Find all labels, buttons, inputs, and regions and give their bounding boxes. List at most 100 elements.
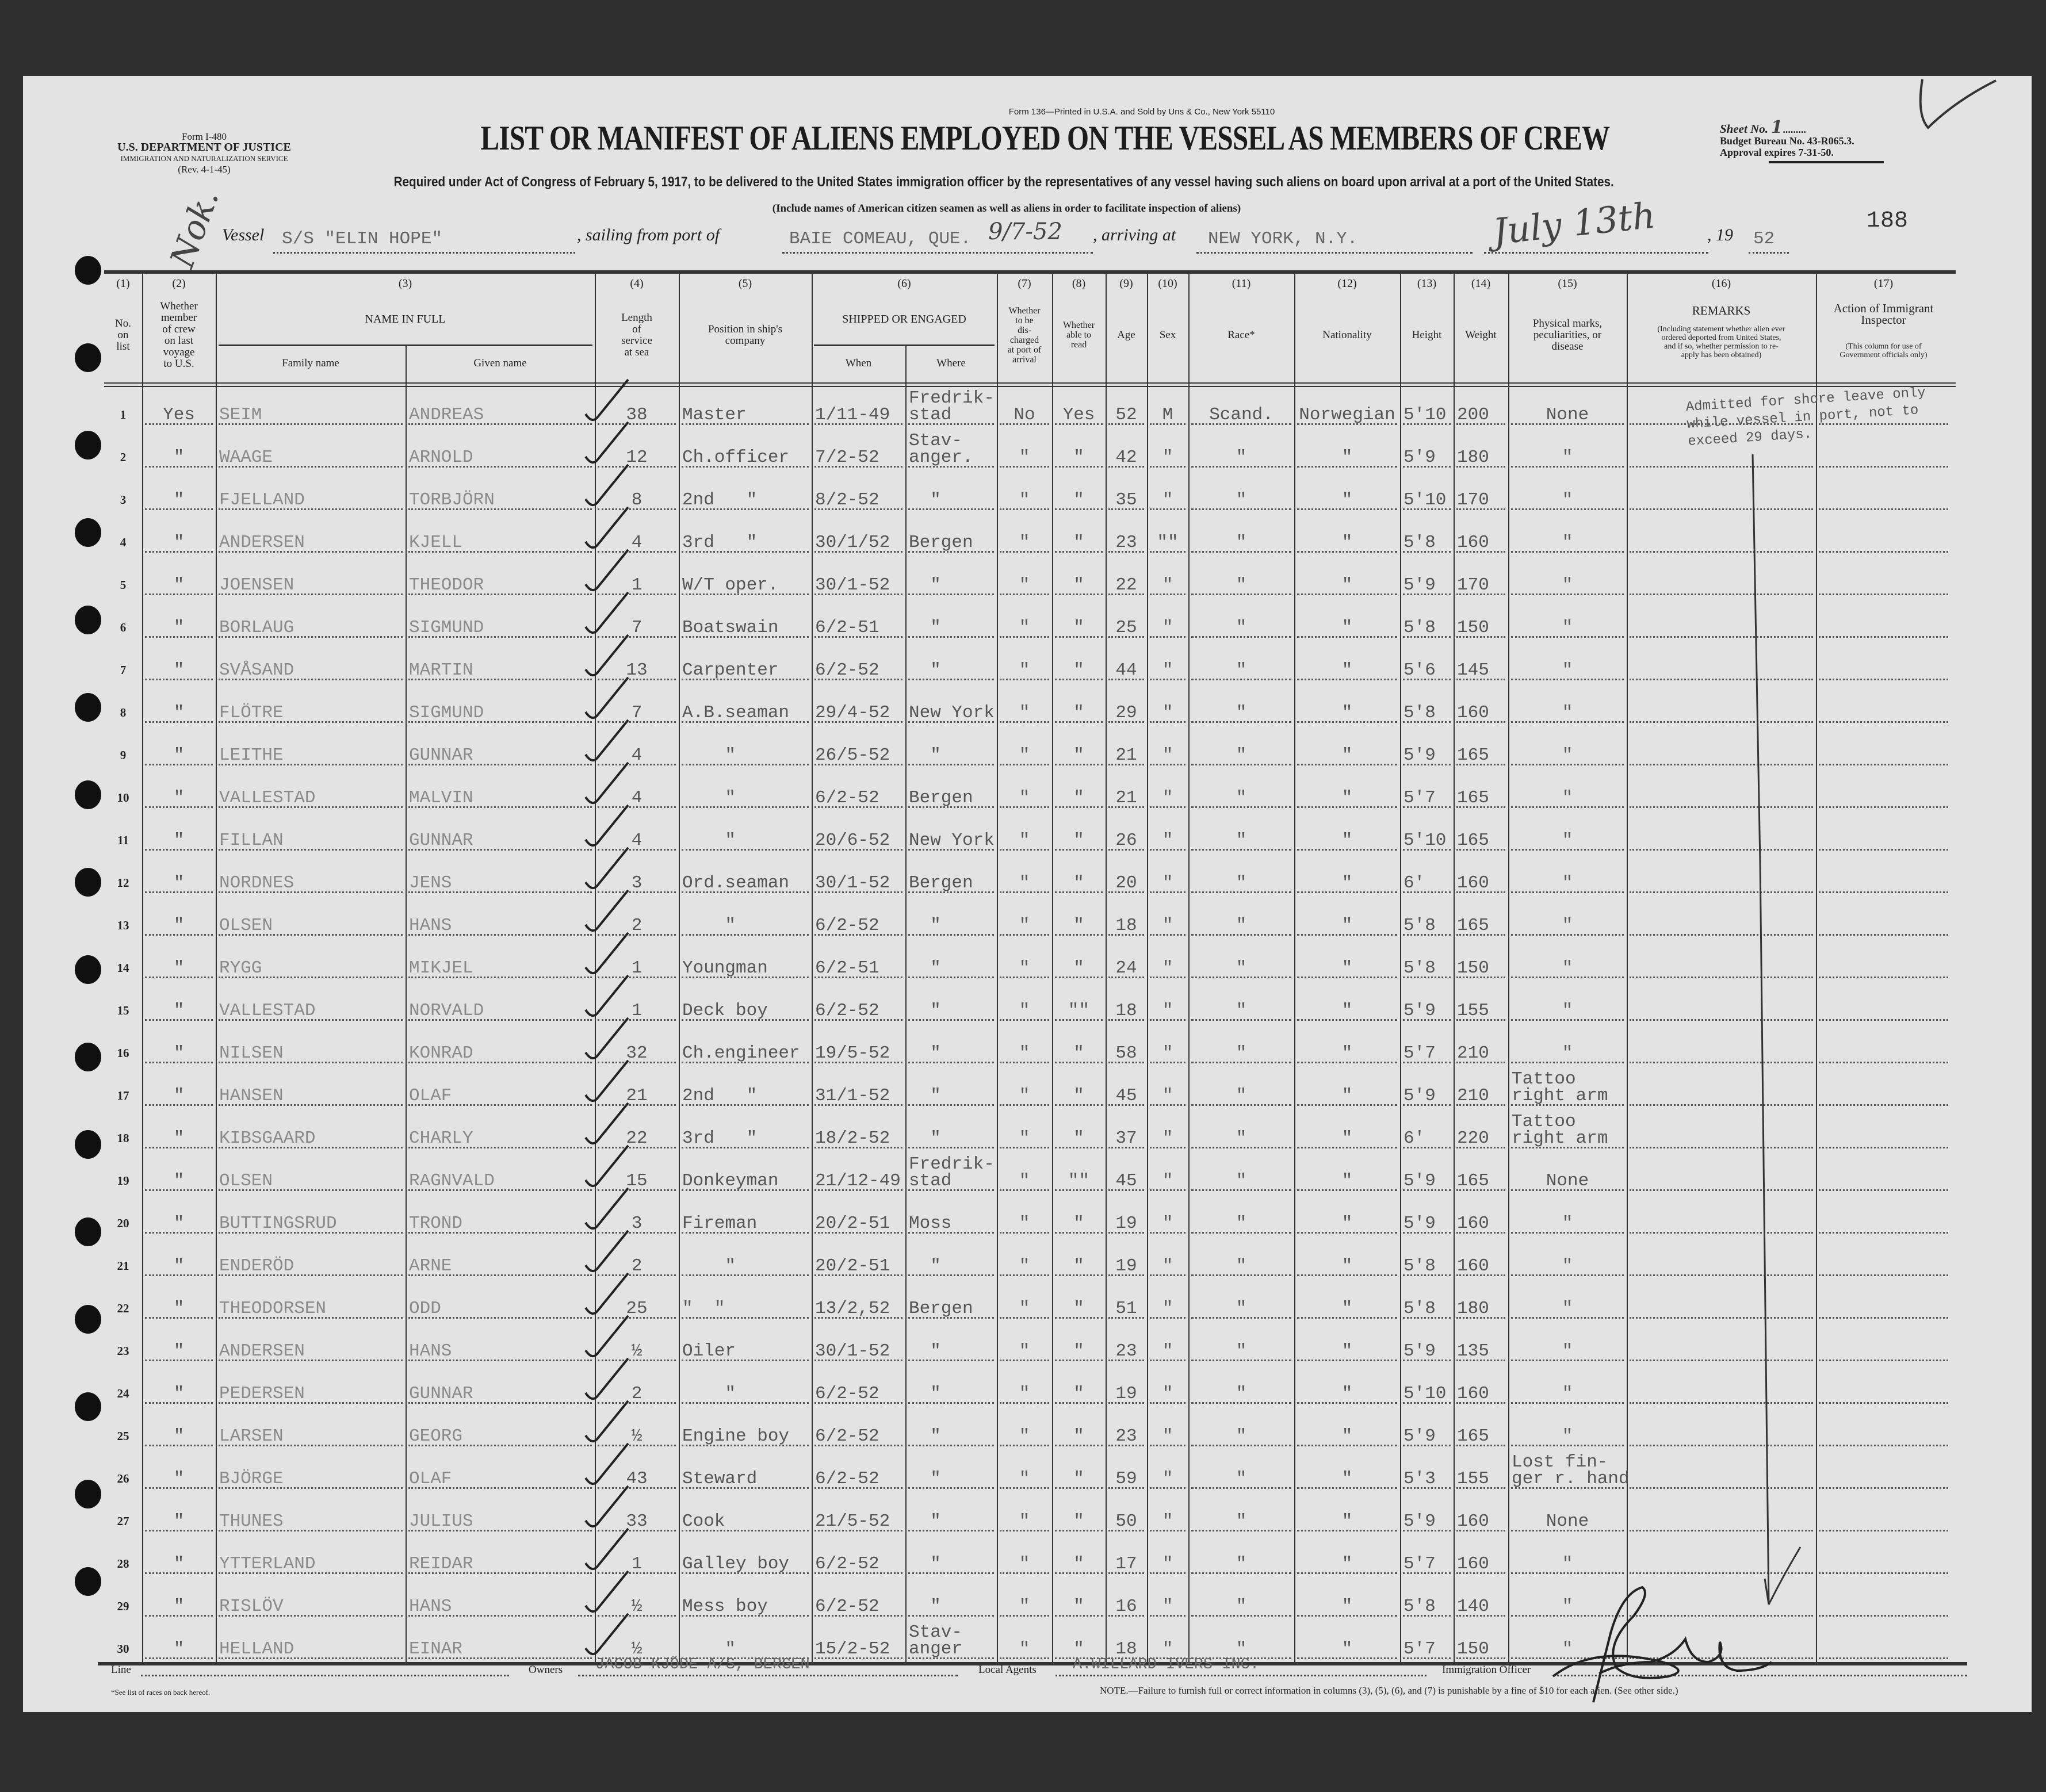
row-rule — [598, 423, 676, 425]
row-rule — [1191, 1360, 1291, 1361]
row-rule — [1403, 1274, 1451, 1276]
position: Youngman — [682, 958, 768, 978]
position: " — [682, 788, 736, 808]
tick-mark — [584, 464, 629, 506]
row-rule — [1456, 1530, 1505, 1531]
row-rule — [1055, 636, 1103, 638]
physical-marks: " — [1562, 1299, 1573, 1319]
sailing-dots — [782, 252, 1093, 254]
column-subheader: Family name — [282, 357, 339, 369]
punch-hole — [75, 1043, 101, 1071]
height: 5'8 — [1403, 618, 1436, 638]
sex: " — [1162, 1171, 1173, 1191]
physical-marks: " — [1562, 447, 1573, 468]
row-rule — [908, 1360, 994, 1361]
column-subheader: Given name — [473, 357, 527, 369]
weight: 145 — [1457, 660, 1489, 680]
column-rule — [1400, 270, 1401, 1662]
service-length: 3 — [631, 1213, 643, 1234]
physical-marks: None — [1546, 1511, 1589, 1531]
service-length: 43 — [626, 1469, 648, 1489]
row-rule — [1150, 934, 1185, 936]
row-rule — [1630, 1274, 1813, 1276]
weight: 165 — [1457, 788, 1489, 808]
tick-mark — [584, 1613, 629, 1655]
tick-mark — [584, 1315, 629, 1357]
nationality: " — [1341, 1086, 1353, 1106]
family-name: SVÅSAND — [219, 660, 295, 680]
row-rule — [1000, 1019, 1049, 1021]
row-rule — [1819, 1062, 1948, 1063]
row-rule — [1150, 1104, 1185, 1106]
discharged: " — [1019, 830, 1030, 851]
row-rule — [682, 551, 809, 553]
race: " — [1236, 1511, 1247, 1531]
row-rule — [1150, 423, 1185, 425]
row-rule — [219, 1487, 403, 1489]
row-rule — [908, 679, 994, 680]
row-rule — [1191, 1232, 1291, 1234]
race: " — [1236, 703, 1247, 723]
column-header: Height — [1412, 328, 1442, 341]
row-rule — [408, 1189, 592, 1191]
line-number: 22 — [117, 1301, 129, 1315]
punch-hole — [75, 1392, 101, 1421]
family-name: SEIM — [219, 405, 262, 425]
row-rule — [219, 1104, 403, 1106]
row-rule — [1150, 1274, 1185, 1276]
row-rule — [1819, 849, 1948, 851]
vessel-label: Vessel — [222, 225, 265, 244]
shipped-when: 21/5-52 — [815, 1511, 890, 1531]
row-rule — [1456, 593, 1505, 595]
position: " — [682, 1256, 736, 1276]
row-rule — [219, 934, 403, 936]
punch-hole — [75, 431, 101, 460]
physical-marks: Tattoo right arm — [1512, 1069, 1608, 1106]
page-number: 188 — [1867, 208, 1909, 234]
weight: 160 — [1457, 1384, 1489, 1404]
weight: 150 — [1457, 958, 1489, 978]
row-rule — [1297, 1360, 1397, 1361]
row-rule — [814, 1232, 902, 1234]
row-rule — [598, 1445, 676, 1446]
shipped-when: 6/2-52 — [815, 1384, 879, 1404]
row-rule — [145, 1615, 213, 1617]
row-rule — [1000, 1572, 1049, 1574]
row-rule — [1191, 1104, 1291, 1106]
row-rule — [219, 1530, 403, 1531]
shipped-where: " — [909, 660, 941, 680]
row-rule — [1511, 849, 1624, 851]
row-rule — [682, 1360, 809, 1361]
given-name: OLAF — [409, 1086, 452, 1106]
able-to-read: " — [1073, 1299, 1084, 1319]
row-rule — [1150, 1487, 1185, 1489]
age: 17 — [1115, 1554, 1137, 1574]
column-header: Physical marks, peculiarities, or diseas… — [1532, 317, 1603, 353]
row-rule — [1456, 934, 1505, 936]
row-rule — [1630, 466, 1813, 468]
given-name: GUNNAR — [409, 1384, 473, 1404]
shipped-when: 6/2-52 — [815, 1426, 879, 1446]
given-name: OLAF — [409, 1469, 452, 1489]
row-rule — [145, 977, 213, 978]
row-rule — [682, 1530, 809, 1531]
physical-marks: " — [1562, 1341, 1573, 1361]
shipped-where: " — [909, 1001, 941, 1021]
row-rule — [1055, 977, 1103, 978]
row-rule — [1055, 891, 1103, 893]
punch-hole — [75, 1567, 101, 1596]
weight: 165 — [1457, 830, 1489, 851]
approval-expires: Approval expires 7-31-50. — [1720, 147, 1834, 158]
row-rule — [1511, 934, 1624, 936]
physical-marks: Lost fin- ger r. hand — [1512, 1452, 1630, 1489]
row-rule — [1456, 1360, 1505, 1361]
row-rule — [1819, 423, 1948, 425]
discharged: " — [1019, 1554, 1030, 1574]
position: " — [682, 745, 736, 765]
row-rule — [1511, 508, 1624, 510]
row-rule — [1456, 1189, 1505, 1191]
tick-mark — [584, 1400, 629, 1442]
tick-mark — [584, 889, 629, 932]
row-rule — [598, 466, 676, 468]
shipped-when: 30/1-52 — [815, 1341, 890, 1361]
